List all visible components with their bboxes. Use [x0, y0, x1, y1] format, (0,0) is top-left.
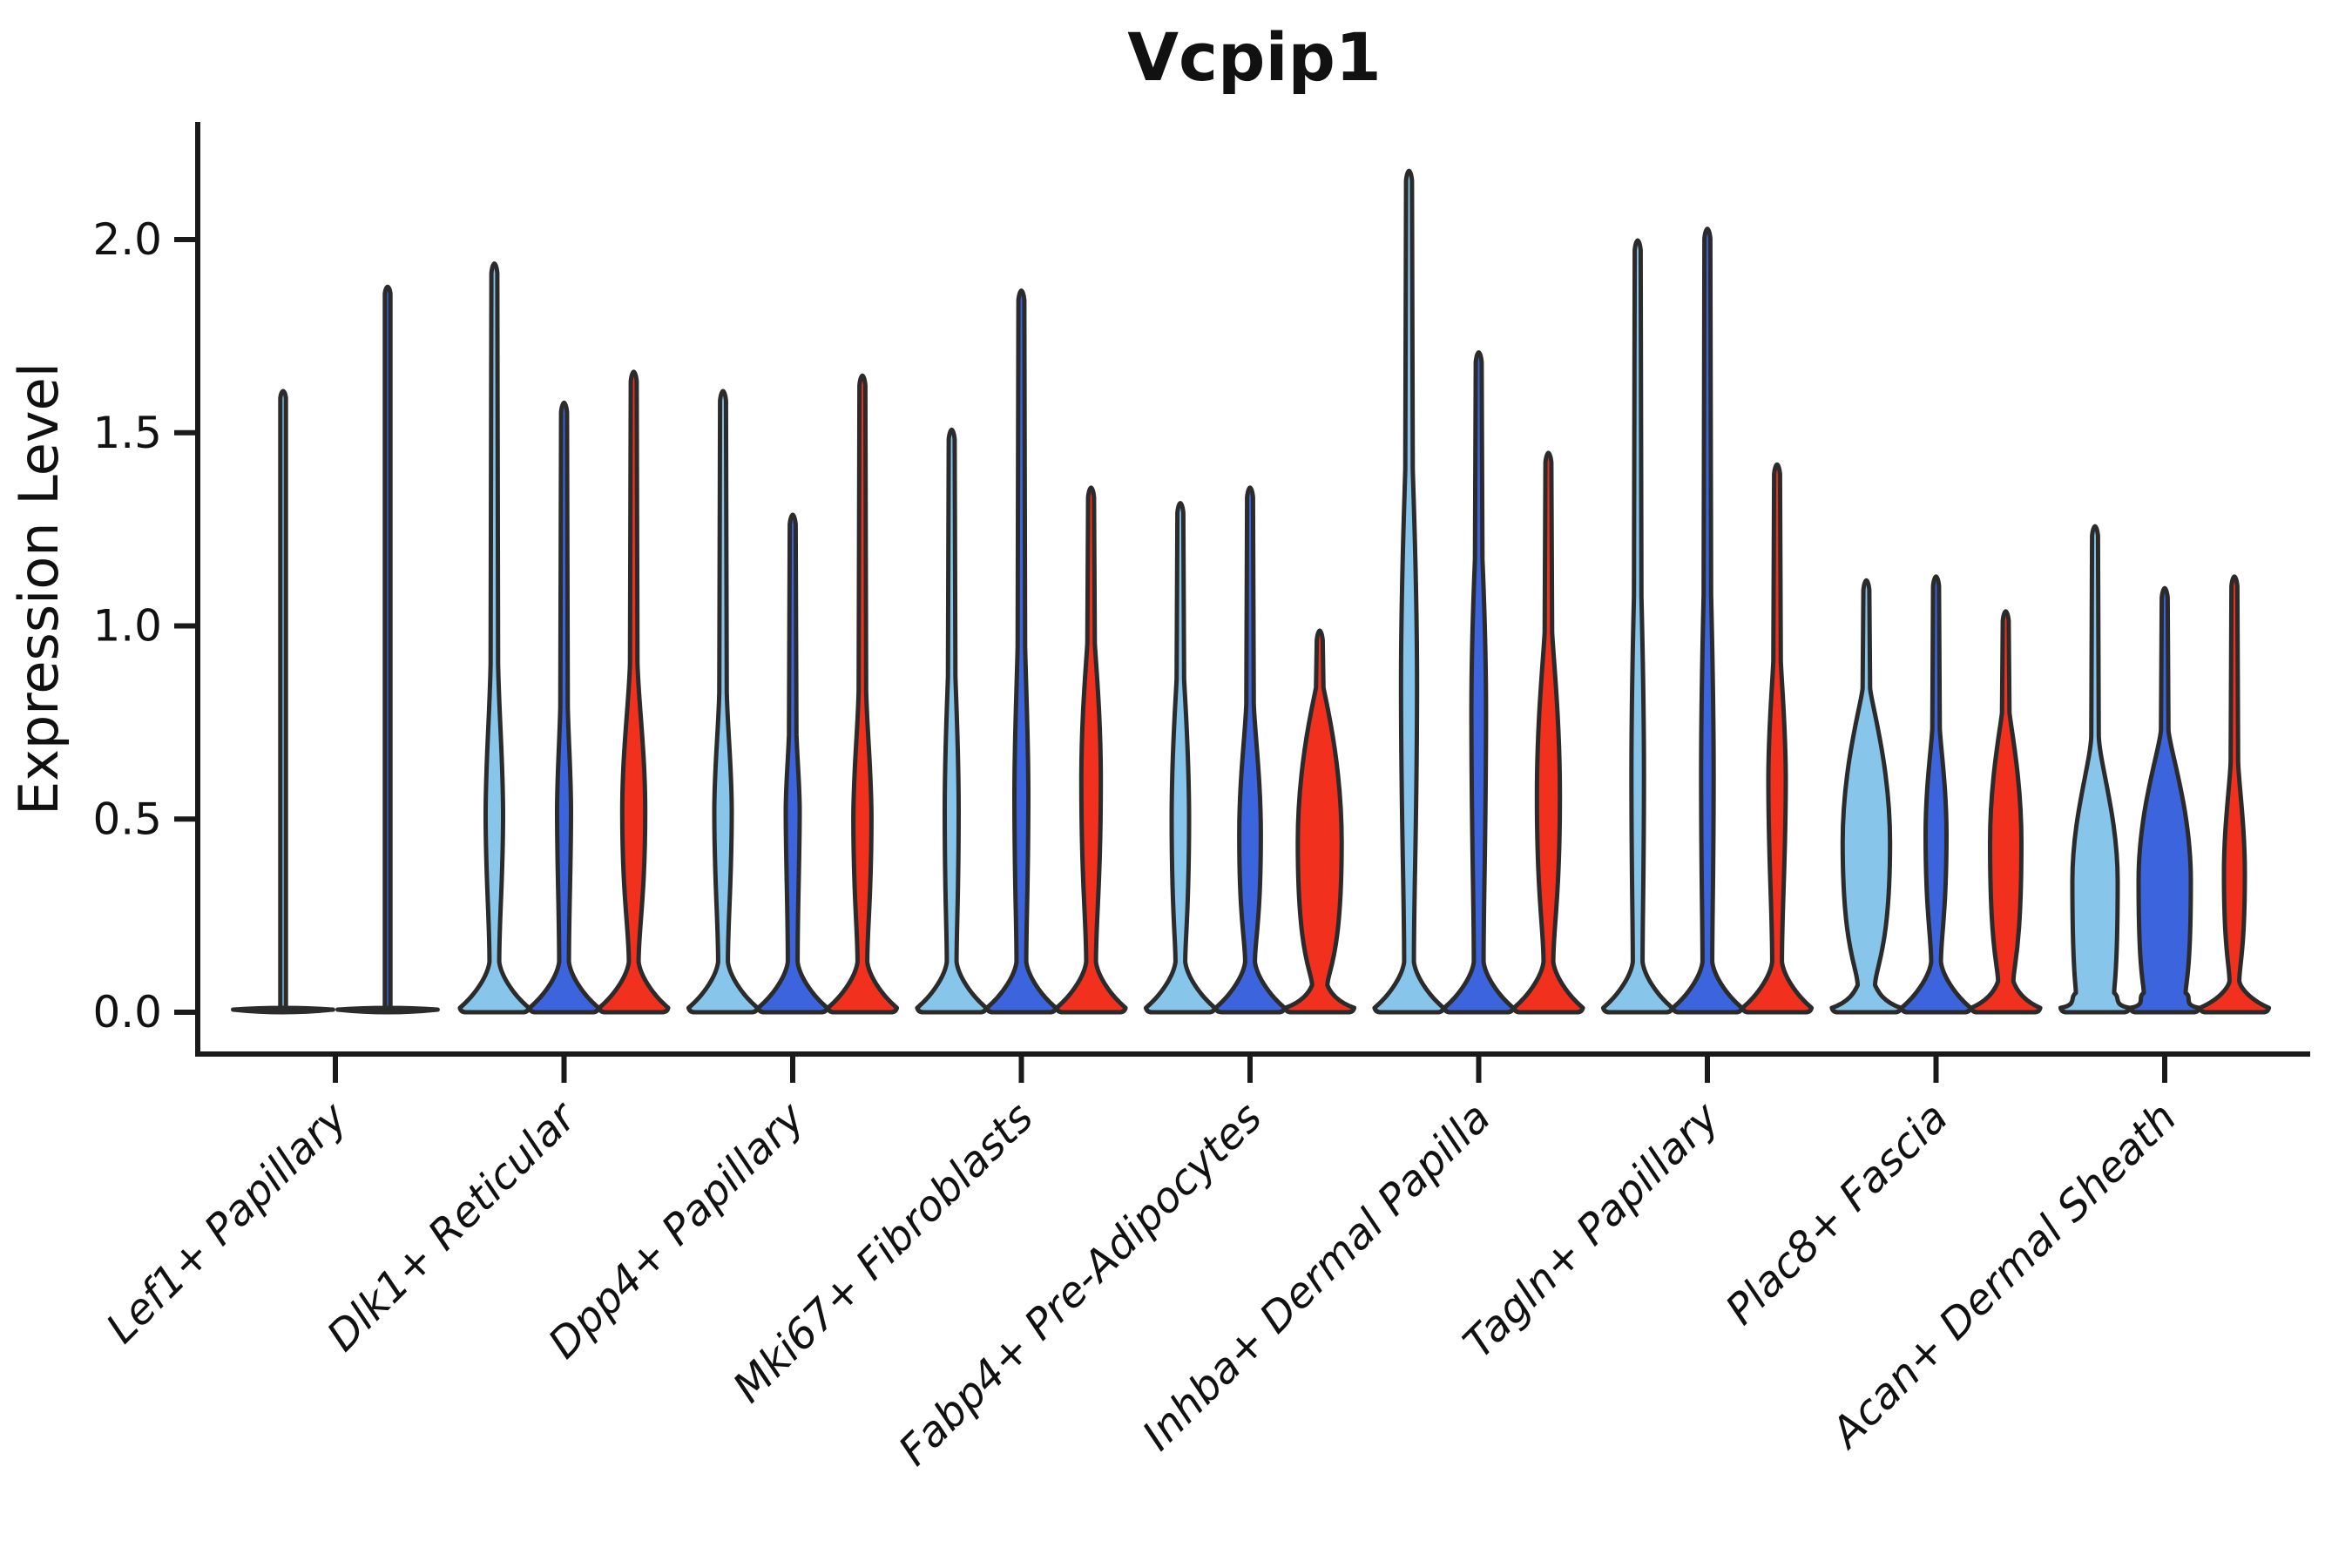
violin-plac8-fascia-split-light-blue	[1829, 578, 1903, 1015]
y-axis-ticks: 0.0 0.5 1.0 1.5 2.0	[92, 214, 198, 1037]
violin-lef1-papillary-split-light-blue	[231, 389, 335, 1015]
violin-acan-dermal-sheath-split-light-blue	[2058, 524, 2132, 1015]
violin-dpp4-papillary-split-light-blue	[686, 389, 760, 1015]
y-tick-label-0.5: 0.5	[92, 794, 162, 844]
x-tick-label-fabp4-pre-adipocytes: Fabp4+ Pre-Adipocytes	[889, 1093, 1272, 1476]
violin-plac8-fascia-split-red	[1969, 609, 2043, 1015]
y-tick-label-2.0: 2.0	[92, 214, 162, 265]
violin-mki67-fibroblasts-split-red	[1054, 485, 1128, 1015]
violin-lef1-papillary-split-royal-blue	[335, 284, 440, 1015]
violin-tagln-papillary-split-light-blue	[1600, 238, 1675, 1015]
chart-title: Vcpip1	[1127, 18, 1382, 96]
violin-acan-dermal-sheath-split-red	[2197, 574, 2272, 1015]
y-tick-label-0.0: 0.0	[92, 987, 162, 1037]
violin-tagln-papillary-split-red	[1740, 462, 1815, 1015]
y-tick-label-1.0: 1.0	[92, 601, 162, 652]
violins-layer	[231, 168, 2272, 1015]
violin-mki67-fibroblasts-split-light-blue	[915, 427, 989, 1015]
violin-dpp4-papillary-split-red	[825, 373, 900, 1015]
x-tick-label-lef1-papillary: Lef1+ Papillary	[97, 1092, 357, 1353]
violin-mki67-fibroblasts-split-royal-blue	[984, 288, 1058, 1015]
x-tick-label-plac8-fascia: Plac8+ Fascia	[1716, 1093, 1957, 1335]
violin-dlk1-reticular-split-royal-blue	[527, 400, 601, 1015]
violin-inhba-dermal-papilla-split-light-blue	[1372, 168, 1446, 1015]
violin-plac8-fascia-split-royal-blue	[1899, 574, 1973, 1015]
violin-fabp4-pre-adipocytes-split-royal-blue	[1213, 485, 1288, 1015]
violin-tagln-papillary-split-royal-blue	[1670, 226, 1745, 1015]
violin-inhba-dermal-papilla-split-red	[1511, 450, 1585, 1015]
violin-dpp4-papillary-split-royal-blue	[755, 512, 830, 1015]
violin-fabp4-pre-adipocytes-split-red	[1282, 628, 1357, 1015]
x-tick-label-dlk1-reticular: Dlk1+ Reticular	[318, 1092, 588, 1362]
x-tick-label-dpp4-papillary: Dpp4+ Papillary	[539, 1092, 814, 1368]
violin-acan-dermal-sheath-split-royal-blue	[2127, 585, 2202, 1015]
violin-dlk1-reticular-split-light-blue	[457, 261, 531, 1015]
y-axis-label: Expression Level	[7, 362, 71, 815]
y-tick-label-1.5: 1.5	[92, 408, 162, 458]
violin-inhba-dermal-papilla-split-royal-blue	[1442, 350, 1516, 1015]
violin-dlk1-reticular-split-red	[597, 369, 671, 1015]
x-tick-label-tagln-papillary: Tagln+ Papillary	[1454, 1092, 1729, 1368]
violin-fabp4-pre-adipocytes-split-light-blue	[1143, 501, 1218, 1015]
